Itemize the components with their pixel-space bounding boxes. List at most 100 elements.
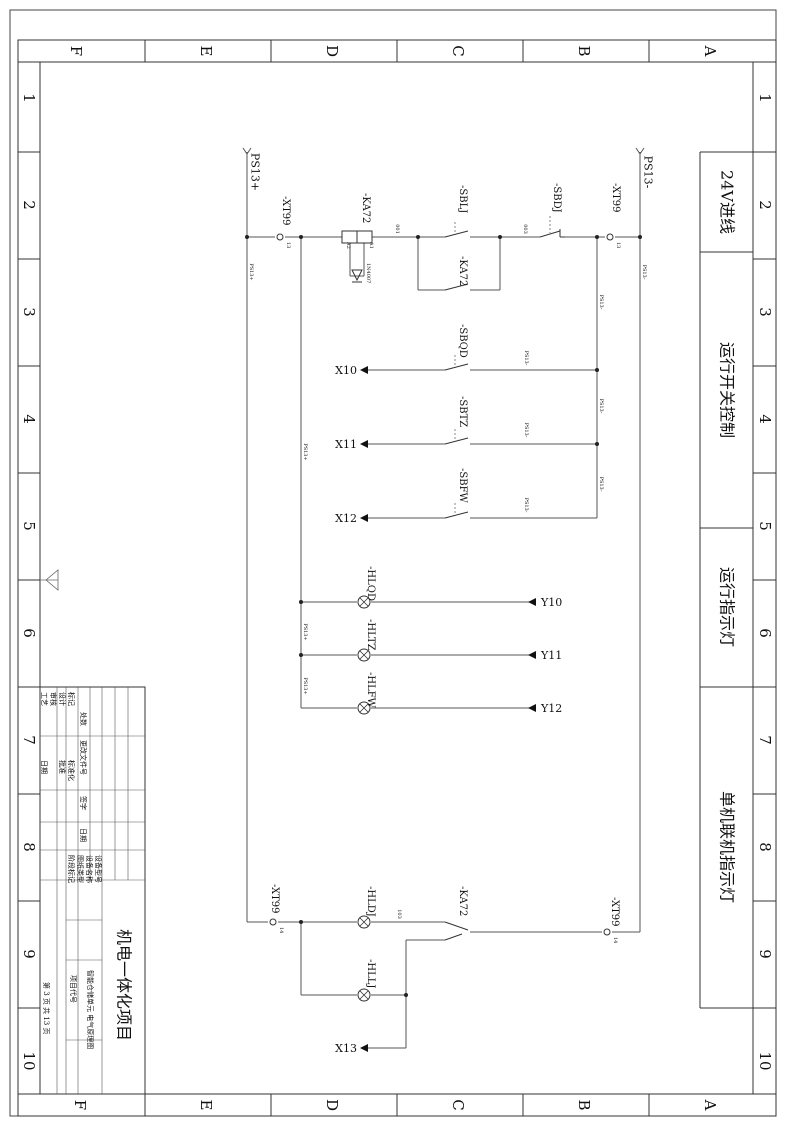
row-label-left: 1 xyxy=(20,93,38,103)
tb-header: 标记 xyxy=(67,692,76,706)
io-y10: Y10 xyxy=(540,596,562,609)
wire-label: PS13- xyxy=(523,351,529,366)
label-hldj: -HLDJ xyxy=(365,886,376,917)
row-label-right: 9 xyxy=(756,949,774,959)
section-title-run-switch-control: 运行开关控制 xyxy=(718,342,737,438)
tb-role2: 标准化 xyxy=(67,760,76,781)
io-x12: X12 xyxy=(335,512,357,525)
terminal-number: 14 xyxy=(278,927,284,933)
col-label-bottom: B xyxy=(575,1099,593,1110)
wire-label: 001 xyxy=(394,224,400,234)
io-arrows xyxy=(360,366,536,1052)
row-label-right: 4 xyxy=(756,414,774,424)
label-sbdj: -SBDJ xyxy=(551,183,562,213)
label-hltz: -HLTZ xyxy=(365,619,376,651)
tb-sheet-number: 第 3 页 共 13 页 xyxy=(42,982,51,1035)
wire-label: 103 xyxy=(396,909,402,919)
junction-dots xyxy=(245,235,642,997)
wire-label: 003 xyxy=(522,224,528,234)
io-y11: Y11 xyxy=(540,649,562,662)
tb-role: 设计 xyxy=(58,692,67,706)
col-label-bottom: C xyxy=(449,1099,467,1110)
diode-label: 1N4007 xyxy=(365,263,371,283)
row-label-right: 8 xyxy=(756,842,774,852)
section-column xyxy=(699,151,753,1009)
section-title-24v-input: 24V进线 xyxy=(718,170,737,234)
terminal-symbols xyxy=(269,233,614,936)
row-label-left: 7 xyxy=(20,735,38,745)
diode-symbol xyxy=(351,269,363,283)
label-sblj: -SBLJ xyxy=(457,185,468,213)
row-label-right: 1 xyxy=(756,93,774,103)
tb-role2: 批准 xyxy=(58,760,67,774)
col-label-top: A xyxy=(701,45,719,57)
section-title-mode-indicator: 单机联机指示灯 xyxy=(718,791,737,903)
wire-label: PS13- xyxy=(523,423,529,438)
row-label-right: 6 xyxy=(756,628,774,638)
terminal-number: 14 xyxy=(612,937,618,943)
wire-label: PS13+ xyxy=(302,623,308,640)
centering-mark xyxy=(40,569,59,591)
io-x10: X10 xyxy=(335,364,357,377)
io-x13: X13 xyxy=(335,1042,357,1055)
col-label-top: C xyxy=(449,45,467,56)
coil-terminal: A1 xyxy=(368,241,374,249)
wire-label: PS13- xyxy=(598,477,604,492)
wire-label: PS13- xyxy=(641,265,647,280)
row-label-left: 9 xyxy=(20,949,38,959)
label-sbfw: -SBFW xyxy=(457,468,468,504)
row-label-left: 2 xyxy=(20,200,38,210)
tb-field: 图纸类型 xyxy=(76,855,85,883)
label-ka72-bottom: -KA72 xyxy=(457,886,468,916)
coil-terminal: A2 xyxy=(345,241,351,249)
tb-project-title: 机电一体化项目 xyxy=(115,929,134,1041)
row-label-right: 7 xyxy=(756,735,774,745)
wire-label: PS13+ xyxy=(302,677,308,694)
wire-label: PS13+ xyxy=(248,263,254,280)
tb-role2: 日期 xyxy=(40,760,48,774)
col-label-bottom: D xyxy=(323,1099,341,1111)
tb-header: 日期 xyxy=(79,828,87,842)
drawing-border xyxy=(39,61,754,1095)
wire-label: PS13- xyxy=(598,295,604,310)
col-label-bottom: A xyxy=(701,1099,719,1111)
wire-label: PS13- xyxy=(523,498,529,513)
label-hlfw: -HLFW xyxy=(365,672,376,709)
label-xt99-top-right: -XT99 xyxy=(610,183,621,213)
terminal-number: 13 xyxy=(285,242,291,248)
contact-symbols xyxy=(444,229,565,941)
lamp-symbols xyxy=(357,595,371,1002)
io-y12: Y12 xyxy=(540,702,562,715)
label-xt99-bottom-right: -XT99 xyxy=(609,897,620,927)
tb-header: 签字 xyxy=(79,796,88,810)
section-title-run-indicator: 运行指示灯 xyxy=(718,567,737,647)
row-label-left: 8 xyxy=(20,842,38,852)
wire-label: PS13+ xyxy=(302,443,308,460)
row-label-left: 10 xyxy=(20,1051,38,1070)
tb-project-code-label: 项目代号 xyxy=(69,975,78,1003)
label-hlqd: -HLQD xyxy=(365,566,376,601)
tb-role: 工艺 xyxy=(40,692,48,706)
col-label-top: E xyxy=(197,46,215,57)
tb-field: 设备型号 xyxy=(94,855,103,883)
label-ka72-coil: -KA72 xyxy=(360,193,371,223)
row-label-left: 4 xyxy=(20,414,38,424)
title-block: 标记 处数 更改文件号 签字 日期 设计 审核 工艺 标准化 批准 日期 设备型… xyxy=(39,686,146,1095)
tb-header: 处数 xyxy=(79,712,88,726)
row-label-left: 5 xyxy=(20,521,38,531)
row-label-left: 6 xyxy=(20,628,38,638)
tb-role: 审核 xyxy=(49,692,58,706)
col-label-bottom: F xyxy=(71,1100,89,1110)
terminal-number: 13 xyxy=(615,242,621,248)
tb-field: 设备名称 xyxy=(85,855,94,883)
col-label-top: B xyxy=(575,45,593,56)
tb-header: 更改文件号 xyxy=(79,740,88,775)
label-sbqd: -SBQD xyxy=(457,324,468,358)
rail-label-minus: PS13- xyxy=(642,156,655,189)
col-label-bottom: E xyxy=(197,1100,215,1111)
col-label-top: F xyxy=(67,46,85,56)
label-ka72-contact: -KA72 xyxy=(457,256,468,286)
col-label-top: D xyxy=(323,45,341,57)
row-label-right: 2 xyxy=(756,200,774,210)
